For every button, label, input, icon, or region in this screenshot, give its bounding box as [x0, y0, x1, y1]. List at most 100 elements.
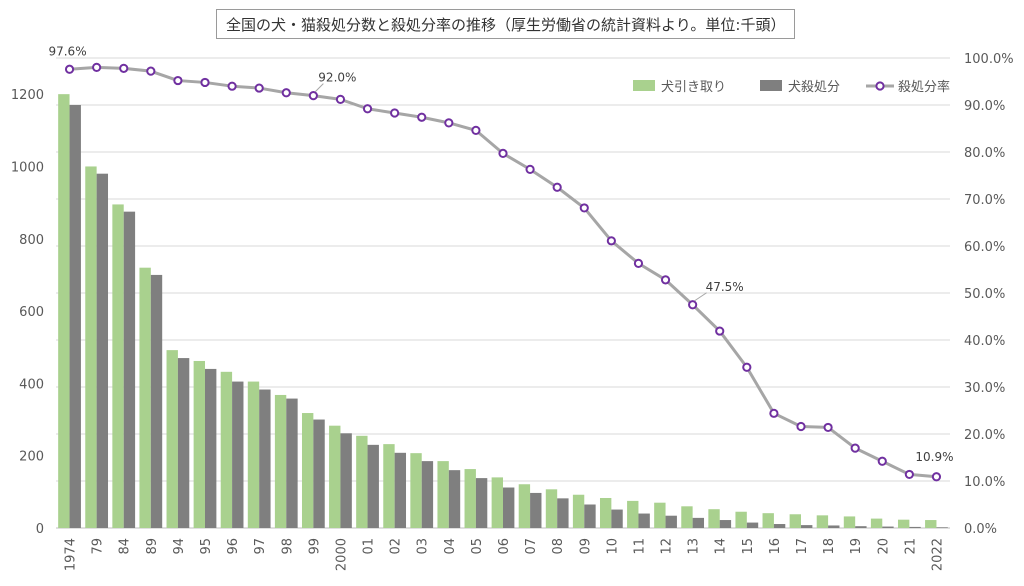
- bar-dog-euthanized: [638, 513, 650, 528]
- rate-point: [444, 118, 454, 128]
- left-axis-tick-label: 0: [36, 522, 44, 537]
- bar-dog-intake: [329, 425, 341, 528]
- annotation-leader: [694, 292, 707, 302]
- rate-point: [281, 88, 291, 98]
- x-axis-tick-label: 01: [362, 538, 377, 555]
- legend-swatch-dog-euthanized: [760, 80, 782, 91]
- bar-dog-intake: [491, 477, 503, 528]
- bar-dog-euthanized: [719, 520, 732, 528]
- rate-point: [931, 472, 942, 482]
- rate-point: [769, 408, 779, 418]
- right-axis-tick-label: 20.0%: [964, 428, 1005, 443]
- rate-point: [200, 77, 210, 88]
- rate-point: [335, 94, 346, 104]
- rate-point: [362, 104, 373, 114]
- rate-point: [552, 182, 562, 192]
- bar-dog-euthanized: [882, 526, 894, 528]
- bar-dog-intake: [925, 520, 937, 528]
- x-axis-tick-label: 07: [524, 538, 539, 555]
- rate-point: [688, 300, 698, 310]
- rate-point: [660, 275, 671, 285]
- bar-dog-intake: [654, 502, 666, 528]
- rate-data-label: 10.9%: [915, 450, 953, 464]
- bar-dog-intake: [789, 514, 801, 528]
- bar-dog-intake: [735, 511, 747, 528]
- bar-dog-intake: [897, 519, 910, 528]
- x-axis-tick-label: 79: [91, 538, 106, 555]
- bar-dog-intake: [58, 94, 70, 529]
- right-axis-tick-label: 60.0%: [964, 240, 1005, 255]
- x-axis-tick-label: 12: [660, 538, 675, 555]
- bar-dog-intake: [220, 371, 233, 528]
- bar-dog-euthanized: [394, 452, 407, 528]
- rate-data-label: 47.5%: [706, 280, 744, 294]
- left-axis-tick-label: 400: [19, 377, 44, 392]
- bar-dog-euthanized: [177, 358, 190, 528]
- left-axis-tick-label: 1200: [11, 88, 44, 103]
- x-axis-tick-label: 17: [795, 538, 810, 555]
- rate-point: [390, 108, 400, 118]
- x-axis-tick-label: 2022: [930, 538, 945, 571]
- rate-point: [606, 236, 616, 246]
- bar-dog-euthanized: [313, 419, 325, 528]
- bar-dog-euthanized: [936, 527, 948, 528]
- bar-dog-euthanized: [475, 478, 488, 528]
- bar-dog-euthanized: [259, 389, 271, 528]
- bar-dog-euthanized: [286, 398, 298, 528]
- bar-dog-euthanized: [530, 492, 542, 528]
- bar-dog-euthanized: [773, 524, 786, 528]
- rate-point: [308, 91, 318, 101]
- bar-dog-euthanized: [801, 525, 813, 528]
- bar-dog-euthanized: [665, 515, 677, 528]
- rate-point: [742, 362, 752, 372]
- x-axis-tick-label: 97: [253, 538, 268, 555]
- bar-dog-intake: [518, 484, 531, 528]
- legend-marker-rate: [875, 81, 885, 91]
- bar-dog-euthanized: [692, 517, 705, 528]
- bar-dog-euthanized: [205, 368, 217, 528]
- rate-point: [796, 421, 806, 432]
- rate-point: [850, 443, 860, 453]
- bar-dog-intake: [627, 500, 639, 528]
- bar-dog-intake: [437, 461, 449, 528]
- x-axis-tick-label: 1974: [64, 538, 79, 571]
- bar-dog-intake: [762, 513, 774, 528]
- rate-point: [579, 203, 589, 213]
- bar-dog-intake: [843, 516, 856, 528]
- bar-dog-euthanized: [150, 274, 163, 528]
- bar-dog-euthanized: [746, 522, 759, 528]
- bar-dog-euthanized: [448, 470, 461, 528]
- legend-label-rate: 殺処分率: [898, 79, 950, 95]
- x-axis-tick-label: 06: [497, 538, 512, 555]
- bar-dog-intake: [681, 506, 693, 528]
- x-axis-tick-label: 15: [741, 538, 756, 555]
- bar-dog-intake: [139, 267, 151, 528]
- x-axis-tick-label: 05: [470, 538, 485, 555]
- bar-dog-euthanized: [367, 444, 379, 528]
- x-axis-tick-label: 21: [903, 538, 918, 555]
- right-axis-tick-label: 30.0%: [964, 381, 1005, 396]
- right-axis-tick-label: 80.0%: [964, 146, 1005, 161]
- right-axis-tick-label: 100.0%: [964, 52, 1014, 67]
- bar-dog-intake: [410, 453, 422, 528]
- bar-dog-intake: [85, 166, 97, 528]
- bar-dog-intake: [301, 413, 314, 528]
- x-axis-tick-label: 84: [118, 538, 133, 555]
- bar-dog-intake: [708, 509, 720, 528]
- x-axis-tick-label: 16: [768, 538, 783, 555]
- right-axis-tick-label: 50.0%: [964, 287, 1005, 302]
- right-axis-tick-label: 0.0%: [964, 522, 997, 537]
- left-axis-tick-label: 800: [19, 233, 44, 248]
- x-axis-tick-label: 20: [876, 538, 891, 555]
- bar-dog-euthanized: [611, 509, 623, 528]
- x-axis-tick-label: 08: [551, 538, 566, 555]
- bar-dog-intake: [572, 494, 585, 528]
- rate-point: [877, 456, 887, 466]
- bar-dog-euthanized: [584, 504, 596, 528]
- x-axis-tick-label: 18: [822, 538, 837, 555]
- bar-dog-euthanized: [96, 173, 109, 528]
- rate-point: [119, 63, 129, 73]
- rate-point: [227, 81, 237, 91]
- bar-dog-euthanized: [69, 105, 81, 528]
